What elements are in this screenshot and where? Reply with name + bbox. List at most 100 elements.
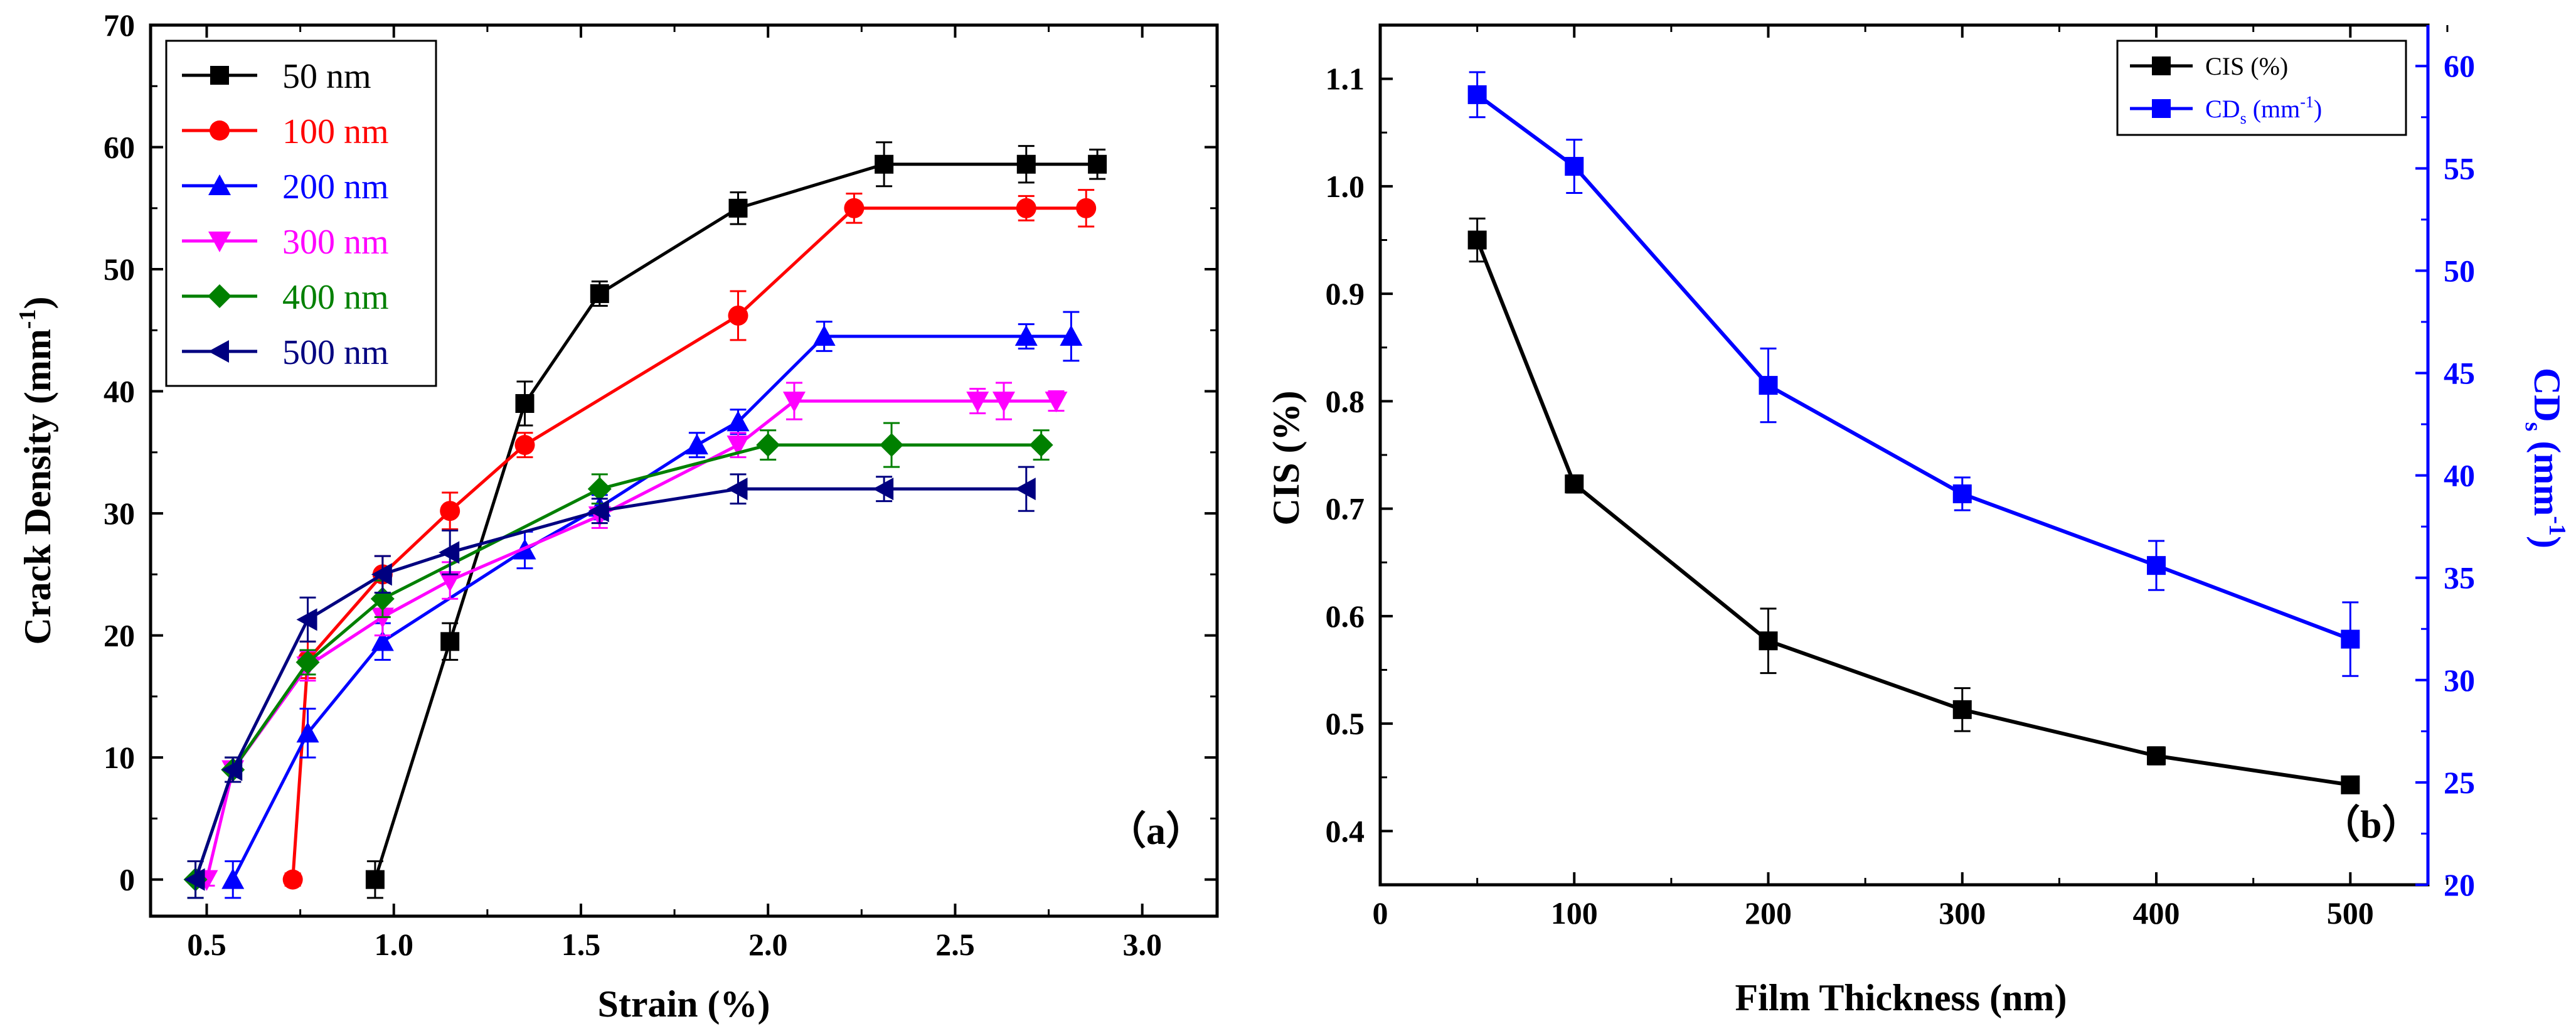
b-data-point	[1467, 85, 1487, 104]
panel-b-right-label-tail: (mm	[2526, 431, 2568, 516]
panel-b-right-label-text: CD	[2526, 368, 2568, 422]
b-legend-label-tail: (mm	[2247, 95, 2301, 123]
a-legend-marker	[208, 232, 231, 252]
a-data-point	[756, 433, 780, 457]
a-data-point	[590, 284, 609, 303]
b-data-point	[1565, 157, 1584, 176]
b-data-point	[1759, 376, 1778, 395]
a-series-line	[232, 334, 1072, 880]
a-ytick-label: 0	[119, 862, 135, 897]
a-data-point	[371, 563, 392, 586]
panel-a-series	[183, 141, 1107, 899]
a-data-point	[1076, 198, 1097, 218]
panel-a-legend: 50 nm 100 nm 200 nm 300 nm 400 nm 500 nm	[165, 40, 437, 387]
a-series-0	[365, 141, 1107, 899]
b-ytick-left-label: 1.0	[1326, 169, 1365, 204]
a-data-point	[221, 868, 245, 889]
b-xtick-label: 300	[1939, 895, 1986, 931]
panel-a-y-label-text: Crack Density (mm	[17, 329, 58, 644]
b-ytick-left-label: 0.5	[1326, 706, 1365, 741]
a-data-point	[993, 392, 1015, 413]
a-legend-label: 300 nm	[282, 223, 389, 262]
b-ytick-right-label: 25	[2444, 765, 2475, 800]
a-data-point	[514, 435, 535, 456]
panel-a-plot-frame	[149, 23, 1219, 918]
a-data-point	[1060, 325, 1083, 346]
a-series-line	[194, 443, 1041, 880]
a-data-point	[439, 541, 460, 564]
panel-a-axis-ticks: 0.5 1.0 1.5 2.0 2.5 3.0 0 10 20 30 40 50 60 70	[104, 8, 1217, 962]
a-data-point	[440, 501, 460, 521]
b-data-point	[2147, 746, 2166, 766]
panel-a-legend-box	[165, 40, 437, 387]
panel-a-y-label-tail: )	[17, 297, 58, 309]
panel-a-crack-density-chart: 0.5 1.0 1.5 2.0 2.5 3.0 0 10 20 30 40 50 60 70 50 nm 1…	[14, 8, 1219, 1025]
a-data-point	[295, 650, 320, 675]
a-data-point	[221, 758, 243, 781]
a-data-point	[685, 434, 708, 455]
b-xtick-label: 0	[1373, 895, 1388, 931]
b-xtick-label: 500	[2327, 895, 2374, 931]
a-data-point	[1016, 154, 1036, 174]
a-data-point	[365, 870, 385, 889]
a-data-point	[296, 722, 319, 743]
b-data-point	[1565, 474, 1584, 494]
a-data-point	[782, 392, 806, 413]
b-data-point	[1467, 230, 1487, 250]
a-data-point	[726, 435, 750, 457]
a-data-point	[439, 571, 462, 592]
a-ytick-label: 70	[104, 8, 135, 43]
a-ytick-label: 60	[104, 130, 135, 165]
b-ytick-left-label: 0.6	[1326, 599, 1365, 634]
b-legend-label-sub: s	[2240, 109, 2247, 127]
b-legend-label-sup: -1	[2300, 93, 2314, 111]
panel-b-legend-items: CIS (%) CDs (mm-1)	[2130, 52, 2322, 127]
a-data-point	[1045, 392, 1068, 413]
b-ytick-right-label: 40	[2444, 458, 2475, 493]
a-legend-label: 200 nm	[282, 168, 389, 206]
a-series-5	[184, 466, 1036, 899]
panel-b-right-label-sup: -1	[2544, 516, 2570, 536]
a-series-line	[194, 487, 1026, 880]
b-series-0	[1467, 217, 2360, 794]
a-ytick-label: 10	[104, 740, 135, 775]
b-legend-label-tail2: )	[2314, 95, 2322, 123]
panel-b-axis-ticks: 0 100 200 300 400 500 0.4 0.5 0.6 0.7 0.8 0.9 1.0 1.1…	[1326, 25, 2475, 931]
b-ytick-right-label: 35	[2444, 560, 2475, 596]
a-data-point	[588, 499, 609, 523]
b-legend-label: CIS (%)	[2205, 52, 2288, 80]
panel-a-x-axis-label: Strain (%)	[598, 983, 770, 1025]
a-legend-label: 400 nm	[282, 278, 389, 317]
a-data-point	[440, 632, 460, 651]
a-legend-marker	[208, 340, 229, 363]
a-xtick-label: 1.5	[562, 927, 601, 962]
b-series-1	[1467, 71, 2360, 677]
a-data-point	[1029, 433, 1053, 457]
a-series-1	[282, 189, 1097, 890]
panel-b-series	[1467, 71, 2360, 794]
b-ytick-right-label: 60	[2444, 48, 2475, 83]
a-data-point	[726, 410, 750, 432]
b-legend-marker	[2152, 56, 2171, 75]
panel-b-right-y-axis-label: CDs (mm-1)	[2520, 368, 2570, 548]
a-xtick-label: 2.0	[748, 927, 788, 962]
a-data-point	[371, 630, 394, 651]
a-legend-label: 500 nm	[282, 333, 389, 372]
b-series-line	[1476, 93, 2351, 641]
panel-b-cis-cds-chart: 0 100 200 300 400 500 0.4 0.5 0.6 0.7 0.8 0.9 1.0 1.1…	[1265, 23, 2570, 1018]
panel-b-legend: CIS (%) CDs (mm-1)	[2116, 40, 2407, 136]
b-ytick-right-label: 55	[2444, 151, 2475, 186]
b-data-point	[2341, 629, 2360, 649]
b-ytick-right-label: 50	[2444, 253, 2475, 288]
b-data-point	[1759, 631, 1778, 651]
a-data-point	[1014, 478, 1036, 501]
b-data-point	[1952, 700, 1972, 719]
panel-a-y-axis-label: Crack Density (mm-1)	[14, 297, 58, 645]
a-data-point	[1088, 154, 1107, 174]
b-xtick-label: 400	[2133, 895, 2180, 931]
panel-b-plot-frame	[1378, 23, 2430, 887]
b-ytick-left-label: 0.8	[1326, 383, 1365, 419]
a-data-point	[728, 305, 748, 326]
a-ytick-label: 50	[104, 252, 135, 287]
a-legend-marker	[208, 174, 231, 195]
